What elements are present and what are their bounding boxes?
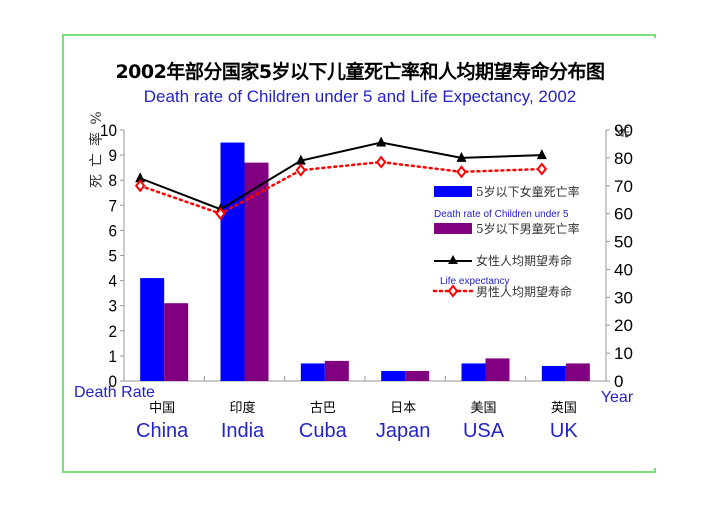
bar-female-cuba — [300, 363, 325, 381]
marker-male-japan — [375, 155, 387, 169]
category-label-en: China — [136, 420, 189, 442]
left-axis-label-char: % — [89, 111, 105, 124]
bar-female-india — [220, 142, 245, 381]
right-tick-label: 10 — [614, 344, 633, 363]
marker-male-usa — [456, 165, 467, 179]
right-tick-label: 0 — [614, 372, 623, 391]
bar-female-uk — [541, 365, 566, 381]
left-tick-label: 4 — [108, 272, 117, 291]
category-label-cn: 中国 — [149, 401, 175, 416]
left-tick-label: 5 — [108, 247, 117, 266]
category-label-en: Cuba — [299, 420, 348, 442]
right-tick-label: 30 — [614, 288, 633, 307]
legend-label-male-death: 5岁以下男童死亡率 — [476, 221, 580, 236]
right-axis-label-cn: 岁 — [613, 125, 629, 139]
legend-group-death-rate: Death rate of Children under 5 — [434, 209, 569, 220]
category-label-en: Japan — [376, 420, 431, 442]
right-tick-label: 70 — [614, 177, 633, 196]
marker-female-japan — [376, 136, 387, 147]
bar-female-china — [140, 278, 165, 381]
marker-male-china — [134, 179, 146, 193]
bar-male-china — [164, 303, 189, 381]
bar-female-japan — [381, 370, 406, 381]
left-tick-label: 8 — [108, 171, 117, 190]
legend-label-male-life: 男性人均期望寿命 — [476, 284, 572, 299]
left-tick-label: 1 — [108, 347, 117, 366]
marker-female-usa — [456, 151, 467, 162]
marker-female-cuba — [295, 154, 306, 165]
category-label-cn: 印度 — [229, 400, 255, 416]
right-tick-label: 50 — [614, 233, 633, 252]
legend-marker-female-life — [448, 255, 458, 264]
right-axis-label-en: Year — [601, 389, 634, 406]
right-tick-label: 60 — [614, 205, 633, 224]
line-male-life-expectancy — [138, 160, 544, 216]
legend-label-female-life: 女性人均期望寿命 — [476, 253, 572, 268]
left-axis-label-char: 率 — [88, 132, 105, 146]
category-label-cn: 日本 — [390, 401, 416, 416]
right-tick-label: 80 — [614, 149, 633, 168]
legend-swatch-female-death — [434, 186, 472, 197]
bar-male-uk — [565, 363, 590, 381]
left-tick-label: 9 — [108, 146, 117, 165]
chart-title: 2002年部分国家5岁以下儿童死亡率和人均期望寿命分布图 — [115, 61, 605, 83]
legend-swatch-male-death — [434, 223, 472, 234]
bar-male-japan — [405, 370, 430, 381]
legend-marker-male-life — [447, 284, 459, 298]
marker-male-uk — [536, 162, 548, 176]
marker-female-china — [135, 172, 146, 183]
category-label-en: UK — [550, 420, 578, 442]
bar-female-usa — [461, 363, 486, 381]
bar-male-cuba — [324, 360, 349, 381]
left-tick-label: 6 — [108, 222, 117, 241]
category-label-en: India — [221, 420, 265, 442]
marker-male-india — [215, 207, 226, 221]
left-axis-label-char: 亡 — [89, 153, 105, 167]
marker-female-uk — [536, 149, 547, 160]
category-label-en: USA — [463, 420, 505, 442]
legend-group-life-expectancy: Life expectancy — [440, 276, 510, 287]
bar-male-usa — [485, 358, 510, 381]
legend-label-female-death: 5岁以下女童死亡率 — [476, 184, 580, 199]
right-tick-label: 20 — [614, 316, 633, 335]
category-label-cn: 古巴 — [310, 401, 336, 416]
category-label-cn: 美国 — [470, 401, 496, 416]
right-tick-label: 40 — [614, 260, 633, 279]
left-axis-label-en: Death Rate — [74, 384, 155, 401]
left-axis-label-char: 死 — [89, 174, 105, 188]
chart-subtitle: Death rate of Children under 5 and Life … — [143, 87, 577, 106]
left-tick-label: 3 — [108, 297, 117, 316]
left-tick-label: 0 — [108, 372, 117, 391]
frame-gap — [652, 38, 660, 468]
category-label-cn: 英国 — [551, 401, 577, 416]
left-tick-label: 10 — [100, 121, 117, 140]
left-tick-label: 2 — [108, 322, 117, 341]
line-female-life-expectancy — [139, 141, 542, 211]
right-tick-label: 90 — [614, 121, 633, 140]
left-tick-label: 7 — [108, 197, 117, 216]
marker-male-cuba — [295, 163, 307, 177]
